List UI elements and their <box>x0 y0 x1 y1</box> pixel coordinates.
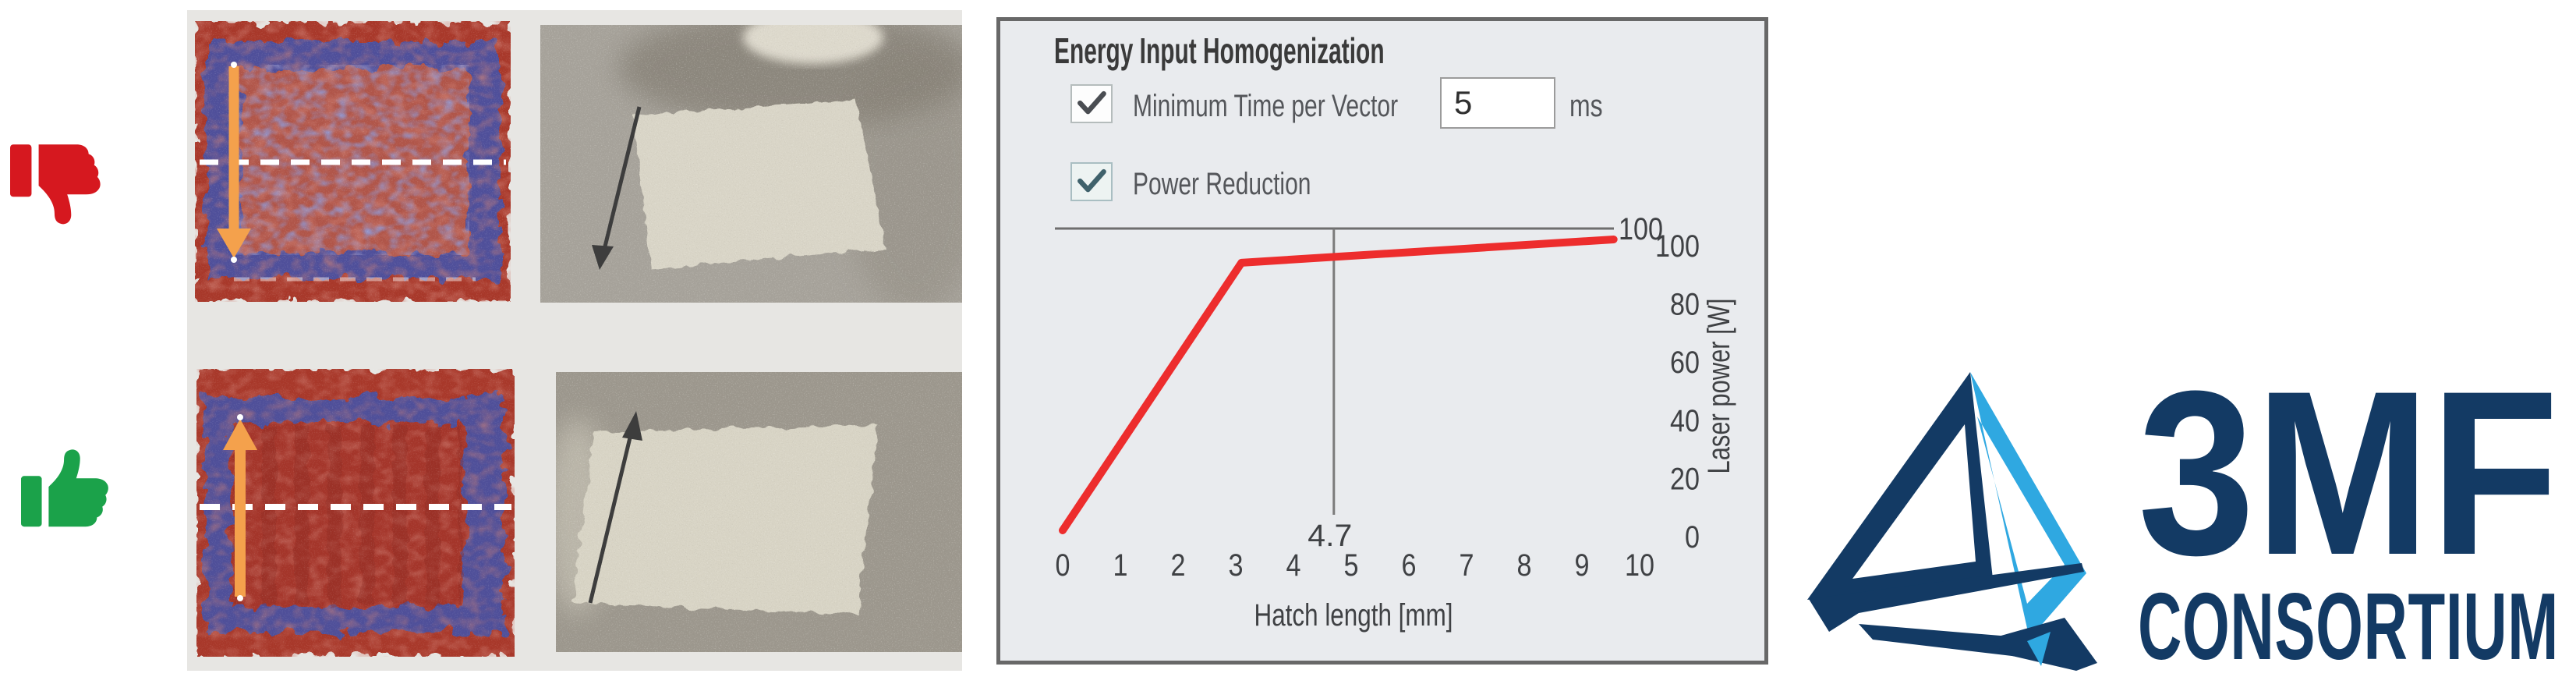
x-tick-label: 7 <box>1460 548 1474 583</box>
y-tick-label: 100 <box>1655 229 1700 264</box>
y-tick-label: 20 <box>1670 462 1700 496</box>
scan-vector-arrow-icon <box>588 411 642 604</box>
heatmap-image-bad <box>195 21 511 302</box>
x-tick-label: 9 <box>1575 548 1590 583</box>
y-axis-label: Laser power [W] <box>1702 299 1736 474</box>
check-icon <box>1077 90 1106 115</box>
thumbs-up-icon <box>21 449 108 527</box>
panel-title: Energy Input Homogenization <box>1054 30 1385 71</box>
y-tick-label: 40 <box>1670 404 1700 438</box>
limit-line-label: 100 <box>1619 212 1663 246</box>
x-tick-label: 3 <box>1229 548 1244 583</box>
minimum-time-unit: ms <box>1569 89 1603 123</box>
scan-direction-down-arrow-icon <box>217 62 251 263</box>
3mf-tetrahedron-icon <box>1807 372 2097 671</box>
thumbs-down-icon <box>10 144 101 225</box>
scan-vector-arrow-icon <box>592 106 642 270</box>
energy-input-panel: Energy Input Homogenization Minimum Time… <box>996 17 1768 665</box>
3mf-logo-text: 3MF <box>2138 342 2559 604</box>
photo-image-good <box>556 372 962 652</box>
x-tick-label: 8 <box>1517 548 1532 583</box>
x-tick-label: 4 <box>1286 548 1301 583</box>
3mf-logo: 3MF CONSORTIUM <box>1807 356 2576 677</box>
photo-image-bad <box>540 25 962 303</box>
x-tick-label: 5 <box>1344 548 1359 583</box>
x-axis-label: Hatch length [mm] <box>1254 598 1453 633</box>
power-reduction-label: Power Reduction <box>1133 167 1311 201</box>
minimum-time-checkbox[interactable] <box>1070 84 1113 123</box>
power-reduction-checkbox[interactable] <box>1070 162 1113 201</box>
x-tick-label: 2 <box>1171 548 1186 583</box>
x-tick-label: 1 <box>1113 548 1128 583</box>
y-tick-label: 80 <box>1670 288 1700 322</box>
y-tick-label: 0 <box>1685 520 1700 555</box>
marker-line-label: 4.7 <box>1307 519 1352 553</box>
series-line <box>1059 236 1618 534</box>
x-tick-label: 10 <box>1625 548 1654 583</box>
comparison-panel <box>187 10 962 671</box>
scan-direction-up-arrow-icon <box>223 414 257 601</box>
heatmap-image-good <box>196 369 515 657</box>
minimum-time-label: Minimum Time per Vector <box>1133 89 1399 123</box>
3mf-logo-subtext: CONSORTIUM <box>2138 573 2559 677</box>
y-tick-label: 60 <box>1670 346 1700 380</box>
minimum-time-input[interactable] <box>1440 77 1555 129</box>
check-icon <box>1077 168 1106 193</box>
x-tick-label: 6 <box>1402 548 1417 583</box>
x-tick-label: 0 <box>1056 548 1070 583</box>
